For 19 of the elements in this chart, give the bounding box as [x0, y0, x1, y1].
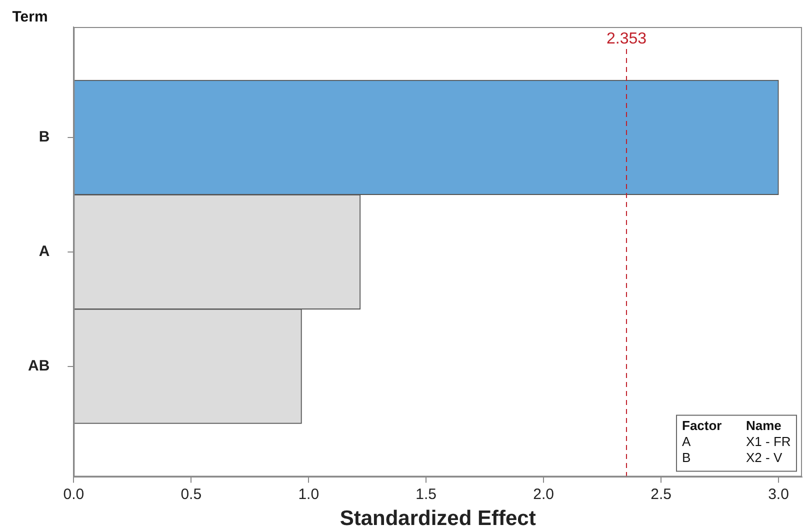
x-tick-label: 2.5: [650, 486, 672, 503]
y-tick-label: A: [38, 243, 50, 260]
x-tick-label: 1.5: [416, 486, 437, 503]
ref-line-label: 2.353: [606, 30, 647, 48]
x-tick-label: 2.0: [533, 486, 554, 503]
annotation: B: [682, 450, 691, 465]
y-axis-title: Term: [12, 8, 48, 26]
annotation: X1 - FR: [746, 434, 791, 449]
y-tick-label: B: [38, 128, 50, 146]
x-tick-label: 1.0: [298, 486, 320, 503]
annotation: Factor: [682, 418, 722, 433]
y-tick-label: AB: [28, 357, 50, 374]
x-axis-title: Standardized Effect: [340, 507, 536, 530]
annotation: Name: [746, 418, 782, 433]
annotation: X2 - V: [746, 450, 782, 465]
x-tick-label: 0.5: [180, 486, 202, 503]
annotation: A: [682, 434, 691, 449]
x-tick-label: 0.0: [63, 486, 84, 503]
x-tick-label: 3.0: [768, 486, 789, 503]
